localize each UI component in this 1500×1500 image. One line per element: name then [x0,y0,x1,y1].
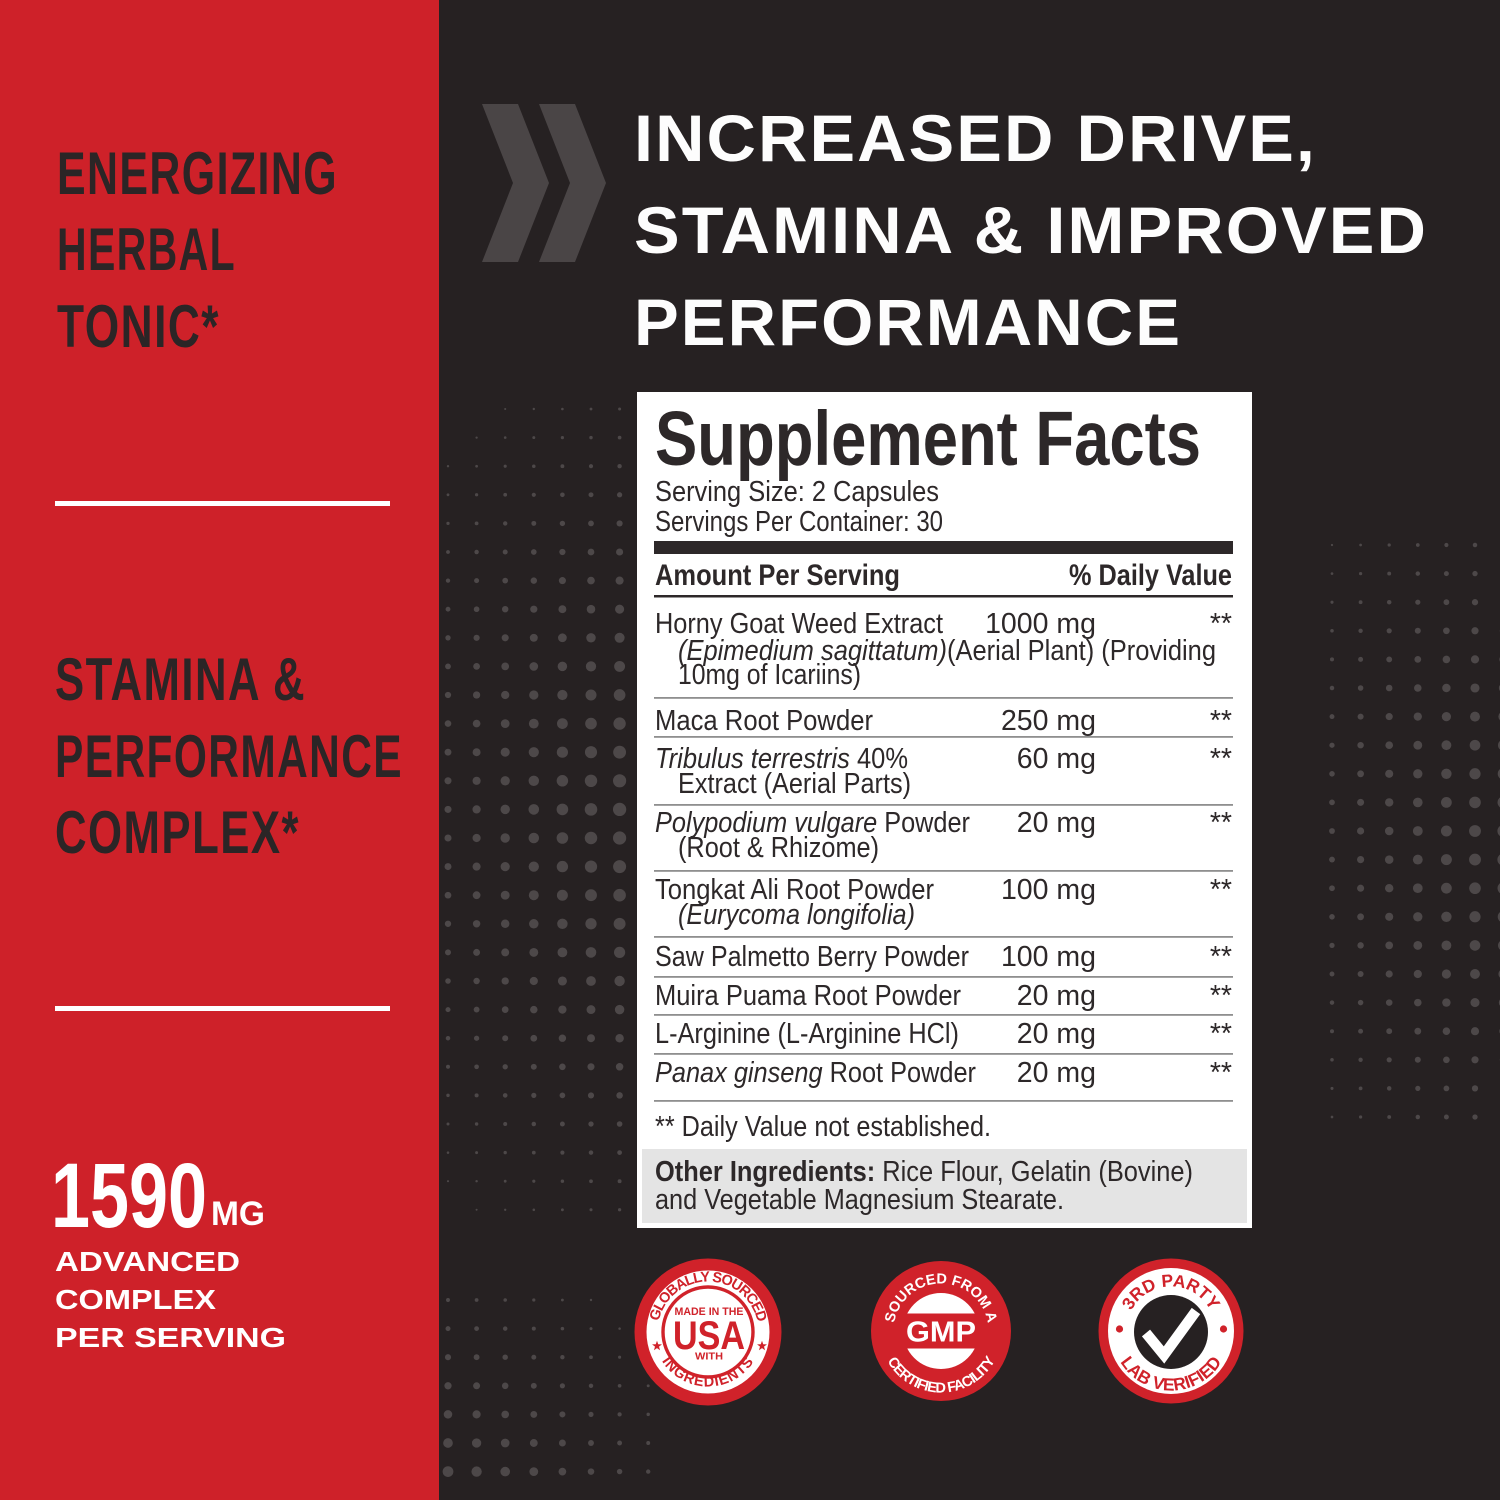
svg-text:L-Arginine (L-Arginine HCl): L-Arginine (L-Arginine HCl) [655,1018,959,1050]
svg-text:** Daily Value not established: ** Daily Value not established. [655,1111,991,1143]
svg-text:**: ** [1210,1018,1232,1050]
svg-text:PER SERVING: PER SERVING [55,1322,286,1353]
svg-text:100 mg: 100 mg [1001,941,1096,973]
svg-text:PERFORMANCE: PERFORMANCE [55,723,403,790]
svg-text:% Daily Value: % Daily Value [1069,559,1232,592]
svg-text:Panax ginseng Root Powder: Panax ginseng Root Powder [655,1057,976,1089]
svg-text:Muira Puama Root Powder: Muira Puama Root Powder [655,980,961,1012]
svg-text:TONIC*: TONIC* [57,293,220,360]
svg-text:**: ** [1210,874,1232,906]
svg-text:100 mg: 100 mg [1001,874,1096,906]
svg-text:20 mg: 20 mg [1017,1018,1096,1050]
svg-text:(Epimedium sagittatum)(Aerial: (Epimedium sagittatum)(Aerial Plant) (Pr… [678,635,1216,667]
svg-text:COMPLEX: COMPLEX [55,1284,217,1315]
svg-text:STAMINA &: STAMINA & [55,646,306,713]
svg-text:(Root & Rhizome): (Root & Rhizome) [678,832,879,864]
svg-text:10mg of Icariins): 10mg of Icariins) [678,659,861,691]
svg-text:**: ** [1210,807,1232,839]
svg-text:1590: 1590 [51,1145,207,1247]
svg-text:Saw Palmetto Berry Powder: Saw Palmetto Berry Powder [655,941,969,973]
svg-text:Horny Goat Weed Extract: Horny Goat Weed Extract [655,608,943,640]
svg-text:**: ** [1210,705,1232,737]
svg-text:20 mg: 20 mg [1017,1057,1096,1089]
svg-text:20 mg: 20 mg [1017,807,1096,839]
svg-text:Other Ingredients: Rice Flour,: Other Ingredients: Rice Flour, Gelatin (… [655,1156,1193,1188]
svg-text:Polypodium vulgare Powder: Polypodium vulgare Powder [655,807,970,839]
svg-text:**: ** [1210,941,1232,973]
svg-text:ENERGIZING: ENERGIZING [57,140,338,207]
svg-text:MADE IN THE: MADE IN THE [675,1306,744,1318]
svg-text:STAMINA & IMPROVED: STAMINA & IMPROVED [634,193,1428,267]
svg-text:**: ** [1210,743,1232,775]
svg-text:**: ** [1210,1057,1232,1089]
svg-text:COMPLEX*: COMPLEX* [55,799,300,866]
svg-text:USA: USA [673,1314,745,1358]
svg-text:and Vegetable Magnesium Steara: and Vegetable Magnesium Stearate. [655,1184,1064,1216]
svg-text:Tribulus terrestris 40%: Tribulus terrestris 40% [655,743,908,775]
svg-text:1000 mg: 1000 mg [985,608,1096,640]
svg-text:GMP: GMP [906,1317,976,1349]
svg-text:MG: MG [211,1195,265,1233]
svg-text:Extract (Aerial Parts): Extract (Aerial Parts) [678,768,911,800]
svg-text:Tongkat Ali Root Powder: Tongkat Ali Root Powder [655,874,934,906]
svg-text:ADVANCED: ADVANCED [55,1246,240,1277]
svg-text:250 mg: 250 mg [1001,705,1096,737]
svg-text:HERBAL: HERBAL [57,216,236,283]
svg-text:60 mg: 60 mg [1017,743,1096,775]
svg-text:Maca Root Powder: Maca Root Powder [655,705,873,737]
svg-text:**: ** [1210,608,1232,640]
svg-text:Serving Size: 2 Capsules: Serving Size: 2 Capsules [655,476,939,508]
svg-text:**: ** [1210,980,1232,1012]
svg-text:(Eurycoma longifolia): (Eurycoma longifolia) [678,899,915,931]
svg-text:Servings Per Container: 30: Servings Per Container: 30 [655,506,943,538]
svg-text:INCREASED DRIVE,: INCREASED DRIVE, [634,101,1317,175]
svg-text:Amount Per Serving: Amount Per Serving [655,559,900,592]
svg-text:20 mg: 20 mg [1017,980,1096,1012]
svg-text:PERFORMANCE: PERFORMANCE [634,285,1182,359]
svg-text:WITH: WITH [695,1351,723,1363]
svg-text:Supplement Facts: Supplement Facts [655,396,1201,482]
